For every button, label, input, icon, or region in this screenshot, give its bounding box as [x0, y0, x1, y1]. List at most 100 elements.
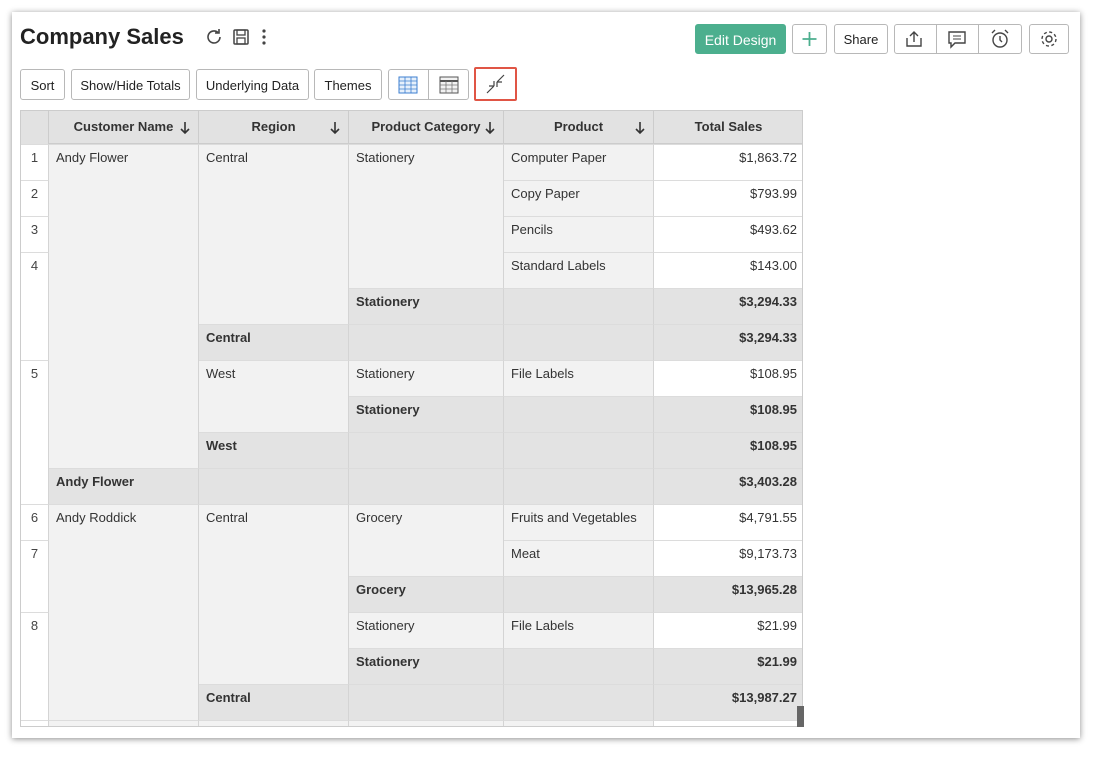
row-number	[21, 324, 49, 360]
table-cell	[49, 180, 199, 216]
total-cell	[49, 684, 199, 720]
more-icon[interactable]	[258, 27, 270, 47]
sort-arrow[interactable]	[635, 121, 645, 135]
total-cell	[504, 648, 654, 684]
total-cell	[504, 468, 654, 504]
save-icon[interactable]	[231, 27, 251, 47]
compact-view-icon[interactable]	[438, 75, 460, 95]
table-cell: Copy Paper	[504, 180, 654, 216]
row-number: 2	[21, 180, 49, 216]
total-cell: Stationery	[349, 648, 504, 684]
sort-arrow[interactable]	[330, 121, 340, 135]
window: Company Sales Edit Design Share Sort Sho…	[12, 12, 1080, 738]
sort-arrow[interactable]	[485, 121, 495, 135]
total-cell	[504, 324, 654, 360]
total-cell	[504, 684, 654, 720]
total-cell	[199, 576, 349, 612]
table-cell: $9,173.73	[654, 540, 802, 576]
column-header[interactable]: Region	[199, 111, 349, 144]
total-cell	[349, 468, 504, 504]
total-cell	[49, 396, 199, 432]
table-cell	[49, 252, 199, 288]
total-cell: $13,987.27	[654, 684, 802, 720]
column-header[interactable]: Total Sales	[654, 111, 802, 144]
table-cell: Pencils	[504, 216, 654, 252]
column-header[interactable]: Customer Name	[49, 111, 199, 144]
total-cell	[49, 576, 199, 612]
table-cell: File Labels	[504, 612, 654, 648]
total-cell	[199, 648, 349, 684]
clipped-cell	[21, 720, 49, 726]
table-cell: Meat	[504, 540, 654, 576]
row-number	[21, 288, 49, 324]
sort-button[interactable]: Sort	[20, 69, 65, 100]
total-cell: $21.99	[654, 648, 802, 684]
total-cell	[504, 396, 654, 432]
themes-button[interactable]: Themes	[314, 69, 382, 100]
table-cell: West	[199, 360, 349, 396]
total-cell	[49, 324, 199, 360]
refresh-icon[interactable]	[204, 27, 226, 47]
total-cell	[49, 648, 199, 684]
total-cell: $108.95	[654, 396, 802, 432]
total-cell: $13,965.28	[654, 576, 802, 612]
alarm-icon[interactable]	[989, 28, 1011, 50]
row-number: 3	[21, 216, 49, 252]
sort-arrow[interactable]	[180, 121, 190, 135]
header-label: Product	[553, 119, 604, 134]
header-corner	[21, 111, 49, 144]
total-cell	[49, 432, 199, 468]
table-cell: $793.99	[654, 180, 802, 216]
column-header[interactable]: Product	[504, 111, 654, 144]
row-number	[21, 432, 49, 468]
clipped-cell	[504, 720, 654, 726]
show-hide-totals-button[interactable]: Show/Hide Totals	[71, 69, 190, 100]
table-cell	[199, 540, 349, 576]
column-header[interactable]: Product Category	[349, 111, 504, 144]
table-cell: Andy Roddick	[49, 504, 199, 540]
table-cell: Grocery	[349, 504, 504, 540]
total-cell: $3,294.33	[654, 324, 802, 360]
table-cell: Stationery	[349, 612, 504, 648]
row-number	[21, 396, 49, 432]
table-cell: Fruits and Vegetables	[504, 504, 654, 540]
divider	[428, 69, 429, 100]
total-cell	[349, 432, 504, 468]
table-view-icon[interactable]	[397, 75, 419, 95]
table-cell: $493.62	[654, 216, 802, 252]
total-cell	[49, 288, 199, 324]
collapse-button[interactable]	[474, 67, 517, 101]
clipped-cell	[349, 720, 504, 726]
plus-icon	[802, 32, 817, 46]
table-cell: $1,863.72	[654, 144, 802, 180]
total-cell	[504, 432, 654, 468]
underlying-data-button[interactable]: Underlying Data	[196, 69, 309, 100]
table-cell	[199, 252, 349, 288]
settings-button[interactable]	[1029, 24, 1069, 54]
share-button[interactable]: Share	[834, 24, 888, 54]
comment-icon[interactable]	[946, 29, 968, 49]
export-icon[interactable]	[903, 29, 925, 49]
add-button[interactable]	[792, 24, 827, 54]
total-cell	[199, 468, 349, 504]
header-label: Customer Name	[73, 119, 174, 134]
row-number	[21, 684, 49, 720]
divider	[936, 24, 937, 54]
header-label: Region	[251, 119, 296, 134]
scroll-handle[interactable]	[797, 706, 804, 727]
row-number	[21, 648, 49, 684]
divider	[978, 24, 979, 54]
table-cell: Andy Flower	[49, 144, 199, 180]
edit-design-button[interactable]: Edit Design	[695, 24, 786, 54]
row-number	[21, 468, 49, 504]
clipped-cell	[199, 720, 349, 726]
table-cell	[199, 216, 349, 252]
table-cell: $4,791.55	[654, 504, 802, 540]
total-cell: Central	[199, 684, 349, 720]
table-cell: $108.95	[654, 360, 802, 396]
table-cell: File Labels	[504, 360, 654, 396]
table-cell	[349, 252, 504, 288]
table-cell	[349, 180, 504, 216]
total-cell: Stationery	[349, 288, 504, 324]
